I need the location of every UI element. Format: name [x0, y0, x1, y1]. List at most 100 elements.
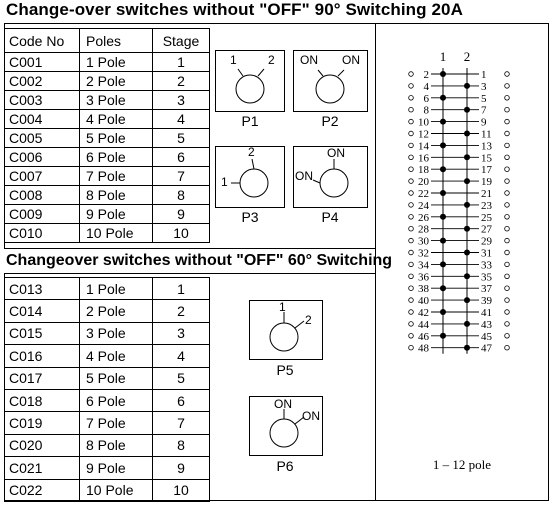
terminal-label-left: 28	[418, 224, 430, 236]
terminal-circle	[504, 273, 510, 279]
terminal-label-right: 17	[481, 164, 493, 176]
terminal-label-left: 42	[418, 307, 429, 319]
contact-dot	[464, 201, 470, 208]
contact-dot	[440, 332, 446, 339]
terminal-circle	[408, 309, 414, 315]
contact-dot	[464, 106, 470, 113]
terminal-circle	[408, 190, 414, 196]
table-row: C004 4 Pole 4	[4, 109, 210, 129]
terminal-circle	[504, 166, 510, 172]
spec-table-90: Code No Poles Stage C001 1 Pole 1 C002 2 Pol…	[4, 28, 210, 243]
cell-code: C020	[4, 433, 80, 458]
position-diagram-p6: ON ON	[249, 396, 323, 456]
contact-dot	[464, 344, 470, 351]
cell-code: C007	[4, 166, 80, 186]
cell-poles: 9 Pole	[79, 456, 153, 480]
cell-poles: 7 Pole	[79, 411, 153, 435]
contact-dot	[440, 261, 446, 268]
terminal-circle	[504, 297, 510, 303]
terminal-label-right: 33	[481, 259, 493, 271]
cell-code: C006	[4, 147, 80, 167]
terminal-circle	[504, 214, 510, 220]
cell-poles: 9 Pole	[79, 204, 153, 224]
terminal-circle	[408, 178, 414, 184]
cell-code: C010	[4, 223, 80, 243]
p3-caption: P3	[241, 209, 259, 225]
terminal-circle	[408, 273, 414, 279]
page-title: Change-over switches without "OFF" 90° S…	[6, 0, 463, 19]
contact-dot	[440, 118, 446, 125]
terminal-label-left: 18	[418, 164, 430, 176]
terminal-circle	[504, 71, 510, 77]
cell-stage: 2	[152, 299, 210, 323]
table-row: C009 9 Pole 9	[4, 204, 210, 224]
header-stage: Stage	[152, 28, 210, 53]
table-row: C001 1 Pole 1	[4, 52, 210, 72]
contact-dot	[464, 82, 470, 89]
cell-poles: 6 Pole	[79, 147, 153, 167]
spec-table-60: C013 1 Pole 1 C014 2 Pole 2 C015 3 Pole 3 C016 4 P…	[4, 276, 210, 502]
cell-stage: 8	[152, 185, 210, 205]
cell-poles: 3 Pole	[79, 90, 153, 110]
terminal-label-right: 19	[481, 176, 493, 188]
terminal-label-left: 40	[418, 295, 430, 307]
terminal-label-right: 9	[481, 117, 487, 129]
terminal-label-right: 41	[481, 307, 492, 319]
cell-poles: 10 Pole	[79, 478, 153, 502]
p3-label-2: 2	[248, 145, 255, 159]
terminal-label-right: 35	[481, 271, 493, 283]
terminal-circle	[408, 95, 414, 101]
terminal-circle	[504, 345, 510, 351]
table-header-row: Code No Poles Stage	[4, 28, 210, 53]
terminal-circle	[504, 309, 510, 315]
cell-code: C009	[4, 204, 80, 224]
cell-poles: 1 Pole	[79, 276, 153, 301]
terminal-circle	[408, 118, 414, 125]
terminal-circle	[408, 297, 414, 303]
table-row: C017 5 Pole 5	[4, 366, 210, 390]
table-row: C008 8 Pole 8	[4, 185, 210, 205]
terminal-label-left: 12	[418, 129, 429, 141]
contact-dot	[464, 297, 470, 304]
cell-poles: 2 Pole	[79, 71, 153, 91]
cell-stage: 2	[152, 71, 210, 91]
cell-poles: 4 Pole	[79, 109, 153, 129]
terminal-circle	[504, 190, 510, 196]
terminal-circle	[504, 333, 510, 339]
table-row: C007 7 Pole 7	[4, 166, 210, 186]
table-row: C022 10 Pole 10	[4, 478, 210, 502]
terminal-label-right: 29	[481, 236, 493, 248]
section-title-60: Changeover switches without "OFF" 60° Sw…	[6, 252, 393, 269]
cell-stage: 4	[152, 109, 210, 129]
terminal-circle	[408, 71, 414, 77]
terminal-circle	[408, 154, 414, 160]
terminal-circle	[504, 261, 510, 268]
cell-poles: 6 Pole	[79, 388, 153, 413]
p6-label-right: ON	[302, 409, 320, 423]
terminal-circle	[408, 261, 414, 268]
terminal-circle	[504, 321, 510, 327]
terminal-circle	[504, 130, 510, 137]
contact-dot	[440, 237, 446, 244]
cell-code: C001	[4, 52, 80, 72]
cell-poles: 8 Pole	[79, 185, 153, 205]
cell-stage: 5	[152, 366, 210, 390]
p6-label-top: ON	[274, 397, 292, 411]
terminal-circle	[408, 249, 414, 256]
cell-code: C017	[4, 366, 80, 390]
cell-code: C005	[4, 128, 80, 148]
terminal-label-left: 34	[418, 259, 430, 271]
cell-stage: 5	[152, 128, 210, 148]
terminal-circle	[408, 333, 414, 339]
cell-code: C014	[4, 299, 80, 323]
position-diagram-p3: 2 1	[215, 145, 285, 208]
column-header: 1	[440, 49, 447, 64]
terminal-label-right: 3	[481, 81, 487, 93]
p2-label-1: ON	[300, 53, 318, 67]
terminal-label-left: 20	[418, 176, 430, 188]
cell-code: C015	[4, 321, 80, 346]
p2-label-2: ON	[342, 53, 360, 67]
terminal-circle	[504, 225, 510, 232]
cell-poles: 2 Pole	[79, 299, 153, 323]
